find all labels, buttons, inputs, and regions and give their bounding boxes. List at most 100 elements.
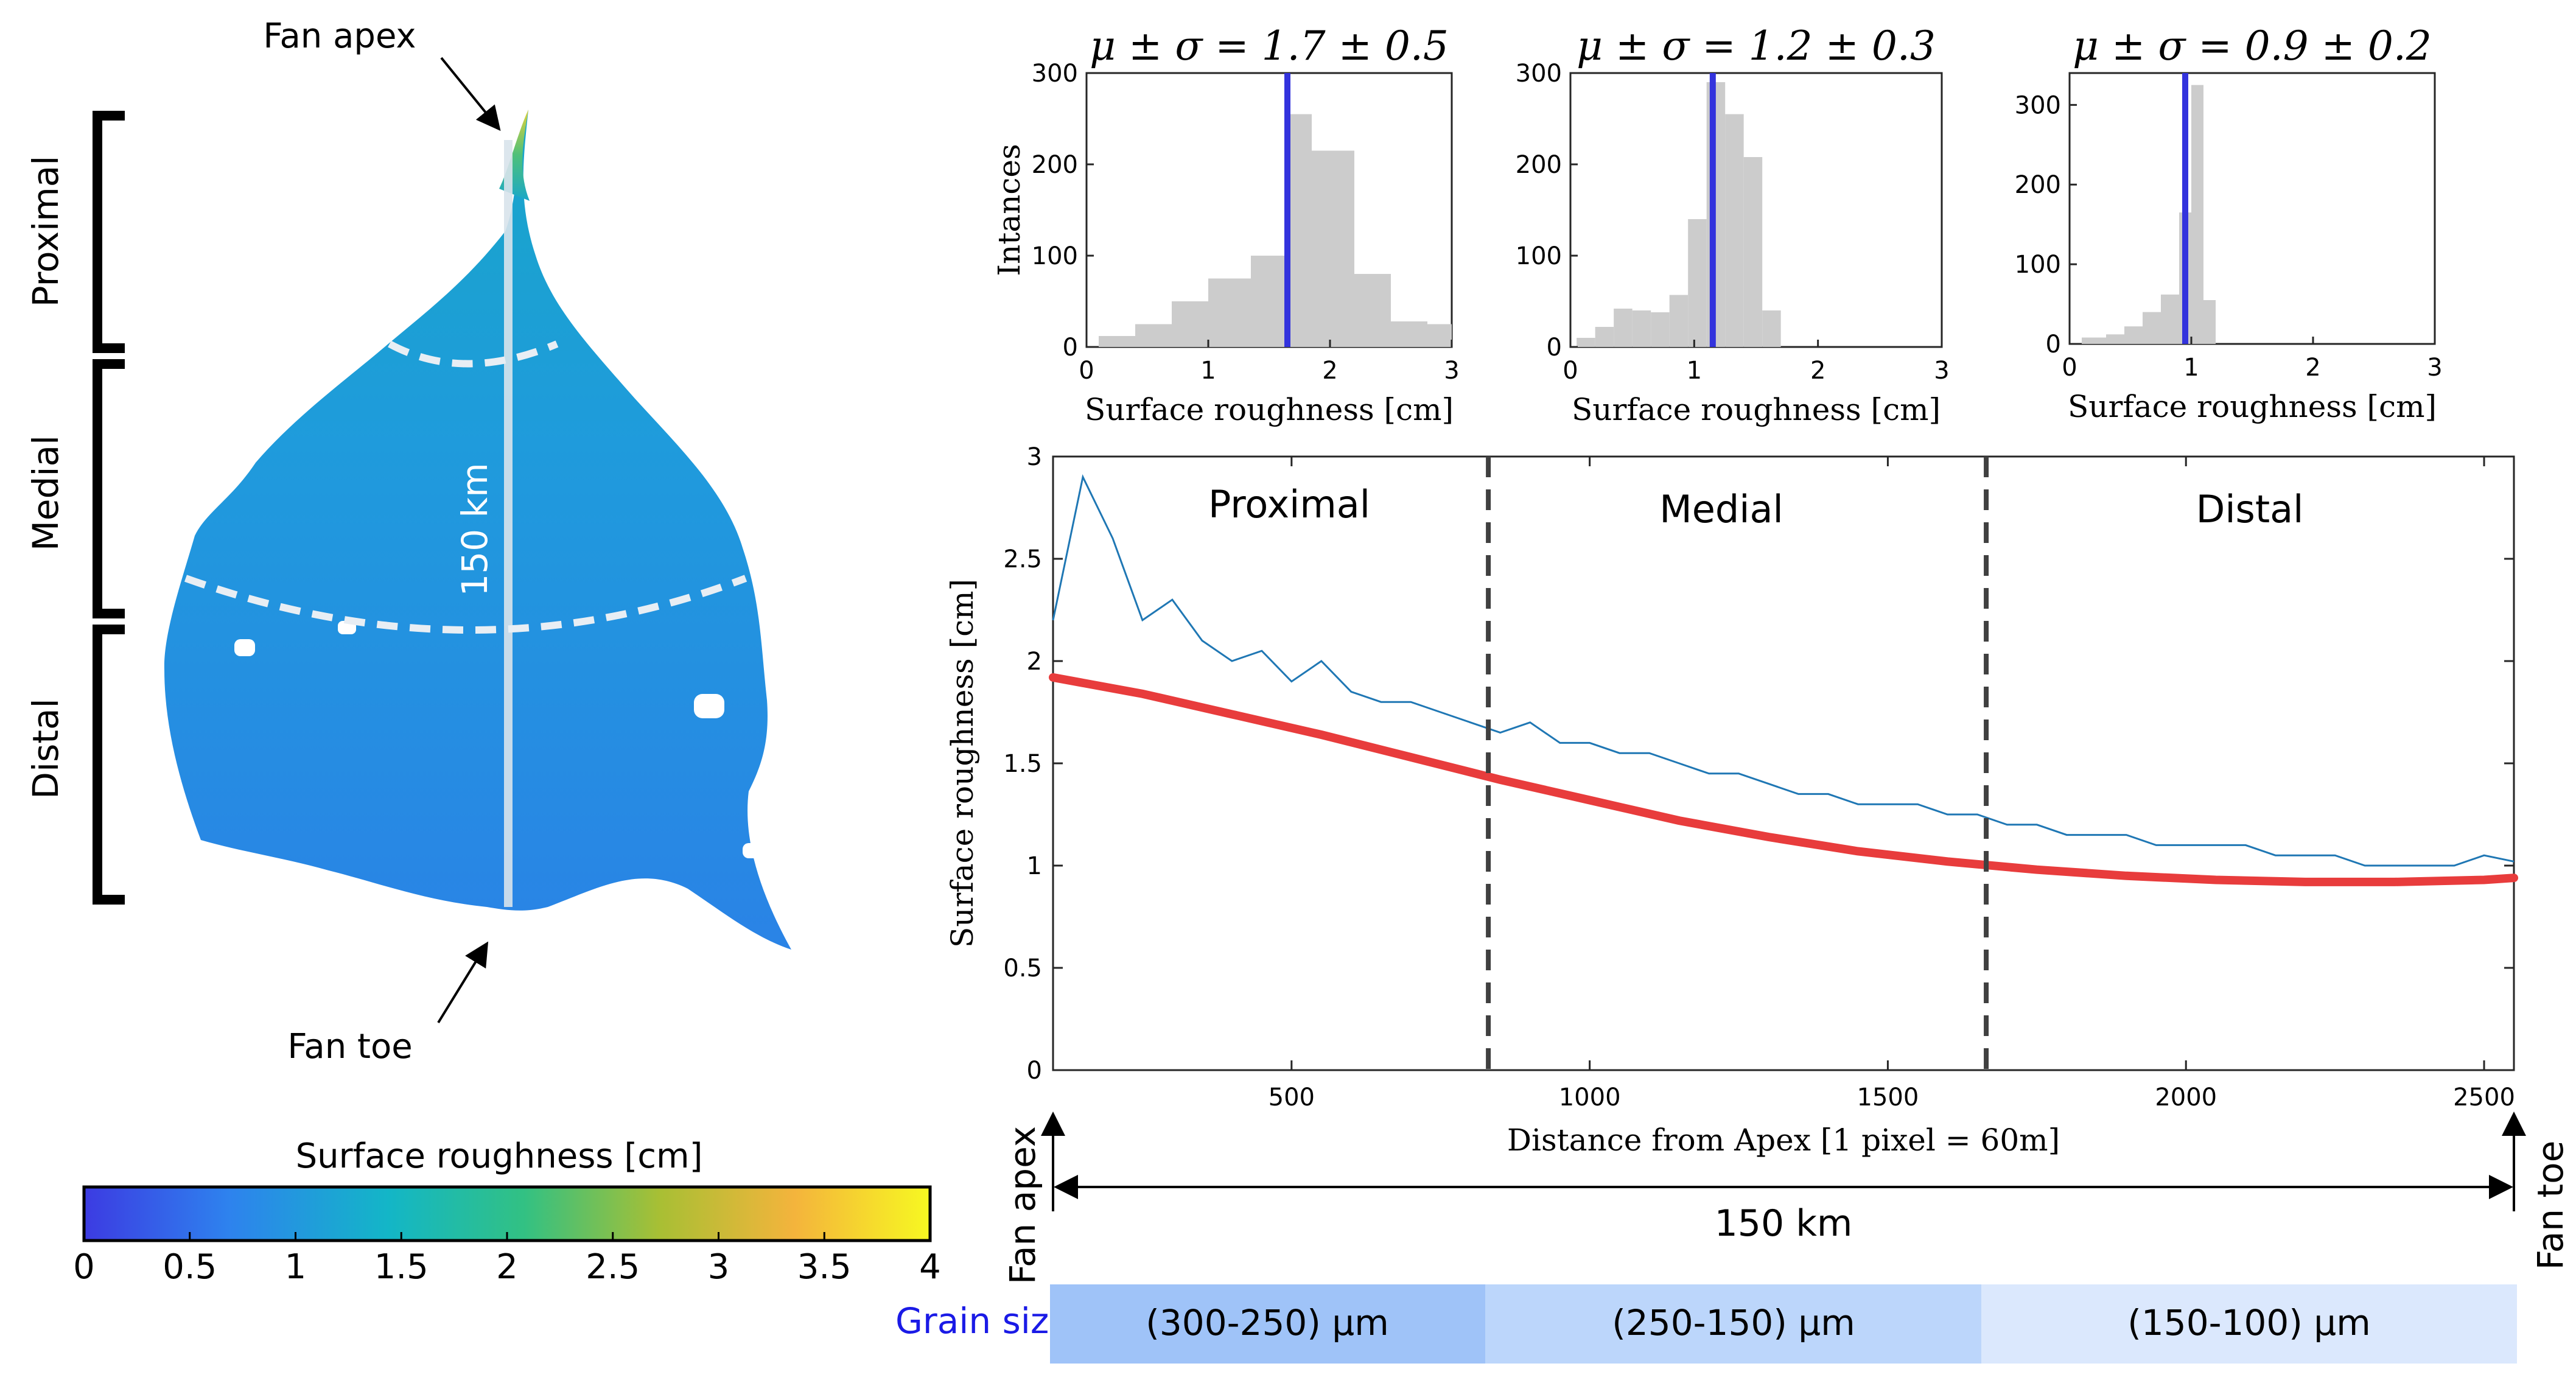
histogram-bar <box>2161 294 2179 344</box>
bracket-distal <box>93 625 125 905</box>
fan-toe-label: Fan toe <box>287 1027 412 1066</box>
distance-and-grain-panel: Fan apex Fan toe 150 km Grain size (300-… <box>895 1112 2571 1364</box>
colorbar-tick-label: 2.5 <box>586 1247 640 1287</box>
colorbar-ticks: 0 0.5 1 1.5 2 2.5 3 3.5 4 <box>73 1232 941 1287</box>
colorbar-tick-label: 3.5 <box>797 1247 852 1287</box>
histogram-x-label: Surface roughness [cm] <box>2068 389 2437 424</box>
y-tick-label: 3 <box>1027 443 1042 471</box>
grain-size-label: Grain size <box>895 1300 1071 1342</box>
y-tick-label: 0 <box>2046 331 2061 359</box>
histogram-bar <box>2082 337 2106 344</box>
histogram-bar <box>1651 312 1670 347</box>
grain-size-medial: (250-150) μm <box>1612 1302 1855 1343</box>
x-tick-label: 0 <box>1563 357 1578 385</box>
histogram-bar <box>2191 85 2203 344</box>
colorbar-tick-label: 4 <box>919 1247 941 1287</box>
x-tick-label: 0 <box>1079 357 1094 385</box>
fan-apex-tip <box>499 110 530 201</box>
y-tick-label: 0.5 <box>1003 954 1042 982</box>
fan-toe-arrow <box>437 941 489 1024</box>
zone-boundary-proximal-medial <box>388 340 559 368</box>
histogram-title: μ ± σ = 0.9 ± 0.2 <box>2073 23 2432 69</box>
zone-label-medial: Medial <box>25 435 66 551</box>
colorbar-tick-label: 3 <box>708 1247 730 1287</box>
y-tick-label: 0 <box>1063 334 1078 362</box>
grain-band-medial <box>1485 1284 1981 1364</box>
x-tick-label: 0 <box>2062 354 2077 382</box>
x-tick-label: 2 <box>1810 357 1825 385</box>
histogram-bar <box>1743 157 1763 347</box>
x-tick-label: 2000 <box>2155 1084 2217 1112</box>
region-label-medial: Medial <box>1659 487 1783 531</box>
histogram-bar <box>1287 114 1312 347</box>
region-label-proximal: Proximal <box>1208 482 1370 527</box>
histogram-bar <box>1725 114 1744 347</box>
bracket-proximal <box>93 111 125 353</box>
histogram-bar <box>1312 150 1354 347</box>
distance-label: 150 km <box>1715 1202 1853 1245</box>
grain-size-distal: (150-100) μm <box>2127 1302 2370 1343</box>
colorbar-tick-label: 1.5 <box>374 1247 429 1287</box>
zone-brackets: Proximal Medial Distal <box>25 111 125 905</box>
y-tick-label: 300 <box>1516 60 1562 88</box>
histogram-title: μ ± σ = 1.7 ± 0.5 <box>1090 23 1449 69</box>
histogram-2: 0 1 2 3 0 100 200 300 μ ± σ = 1.2 ± 0.3 Surface r… <box>1516 23 1950 427</box>
plot-axes: 500 1000 1500 2000 2500 0 0.5 1 1.5 2 2.5 3 <box>1003 443 2515 1112</box>
x-tick-label: 2 <box>1322 357 1337 385</box>
colorbar-tick-label: 0 <box>73 1247 95 1287</box>
histogram-bar <box>1251 256 1287 347</box>
roughness-profile-plot: 500 1000 1500 2000 2500 0 0.5 1 1.5 2 2.5 3 Proxima… <box>945 443 2518 1158</box>
colorbar-tick-label: 0.5 <box>163 1247 217 1287</box>
y-tick-label: 300 <box>2015 91 2061 119</box>
grain-band-proximal <box>1050 1284 1485 1364</box>
x-tick-label: 3 <box>1444 357 1459 385</box>
x-tick-label: 3 <box>2427 354 2442 382</box>
mask-patch <box>694 694 724 718</box>
histogram-1: 0 1 2 3 0 100 200 300 μ ± σ = 1.7 ± 0.5 Surface r… <box>992 23 1460 427</box>
y-tick-label: 2 <box>1027 648 1042 676</box>
histogram-bar <box>1688 219 1707 347</box>
bracket-medial <box>93 359 125 618</box>
y-tick-label: 100 <box>2015 251 2061 279</box>
zone-label-distal: Distal <box>25 698 66 799</box>
histogram-y-label: Intances <box>992 144 1027 276</box>
x-tick-label: 1000 <box>1559 1084 1621 1112</box>
series-fit-line <box>1049 673 2518 886</box>
histogram-bar <box>2143 312 2161 344</box>
bottom-apex-label: Fan apex <box>1002 1126 1043 1284</box>
y-axis-label: Surface roughness [cm] <box>945 579 980 948</box>
histogram-bar <box>1099 336 1135 347</box>
histogram-frame <box>2068 72 2436 345</box>
histogram-bar <box>1427 324 1452 347</box>
histogram-x-label: Surface roughness [cm] <box>1572 392 1941 427</box>
fan-apex-arrow <box>440 57 501 131</box>
histogram-bar <box>2106 334 2124 344</box>
histogram-bar <box>1595 327 1614 347</box>
histogram-bar <box>1614 309 1633 347</box>
y-tick-label: 200 <box>1516 151 1562 179</box>
fan-length-label: 150 km <box>454 463 495 596</box>
y-tick-label: 200 <box>1032 151 1078 179</box>
histogram-title: μ ± σ = 1.2 ± 0.3 <box>1577 23 1936 69</box>
x-tick-label: 2500 <box>2453 1084 2515 1112</box>
histogram-bar <box>1354 274 1391 347</box>
x-tick-label: 1 <box>1200 357 1216 385</box>
y-tick-label: 100 <box>1516 242 1562 270</box>
histogram-bar <box>1706 82 1726 347</box>
fan-shape <box>164 110 792 950</box>
grain-size-proximal: (300-250) μm <box>1146 1302 1388 1343</box>
x-tick-label: 1500 <box>1857 1084 1919 1112</box>
histogram-bar <box>1208 278 1251 347</box>
histogram-bar <box>2124 326 2143 344</box>
x-tick-label: 1 <box>2183 354 2199 382</box>
colorbar-tick-label: 2 <box>496 1247 518 1287</box>
series-measured-line <box>1052 474 2515 867</box>
histogram-x-label: Surface roughness [cm] <box>1085 392 1454 427</box>
histogram-bar <box>1762 310 1781 347</box>
histogram-bar <box>1669 295 1689 347</box>
y-tick-label: 1.5 <box>1003 750 1042 778</box>
histogram-3: 0 1 2 3 0 100 200 300 μ ± σ = 0.9 ± 0.2 Surface r… <box>2015 23 2443 424</box>
histogram-bar <box>1632 310 1651 347</box>
histogram-bar <box>1135 324 1172 347</box>
